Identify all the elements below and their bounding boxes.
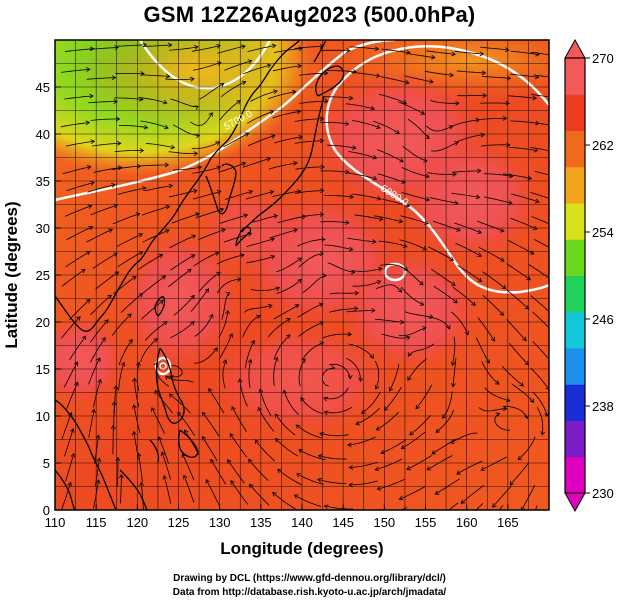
y-tick-label: 35 — [36, 174, 50, 189]
y-tick-label: 5 — [43, 456, 50, 471]
y-tick-label: 25 — [36, 268, 50, 283]
colorbar-tick-label: 262 — [592, 138, 614, 153]
x-tick-label: 165 — [497, 515, 519, 530]
map-title: GSM 12Z26Aug2023 (500.0hPa) — [143, 2, 476, 27]
colorbar-tick-label: 270 — [592, 51, 614, 66]
x-axis-label: Longitude (degrees) — [220, 539, 384, 558]
y-tick-label: 20 — [36, 315, 50, 330]
x-tick-label: 155 — [415, 515, 437, 530]
colorbar-tick-label: 230 — [592, 486, 614, 501]
lat-lon-grid — [55, 40, 549, 510]
x-tick-label: 115 — [86, 515, 107, 530]
y-tick-label: 0 — [43, 503, 50, 518]
credit-data-source: Data from http://database.rish.kyoto-u.a… — [172, 587, 447, 598]
x-tick-label: 130 — [209, 515, 231, 530]
contour-5880 — [325, 45, 549, 294]
y-axis-ticks: 0 5 10 15 20 25 30 35 40 45 — [36, 80, 61, 518]
x-axis-ticks: 110 115 120 125 130 135 140 145 150 155 160 165 — [45, 504, 519, 530]
y-tick-label: 45 — [36, 80, 50, 95]
y-tick-label: 15 — [36, 362, 50, 377]
x-tick-label: 125 — [168, 515, 190, 530]
x-tick-label: 110 — [45, 515, 66, 530]
credit-dcl: Drawing by DCL (https://www.gfd-dennou.o… — [173, 573, 446, 584]
x-tick-label: 160 — [456, 515, 478, 530]
map-field: 5700.0 5880.0 — [55, 40, 549, 510]
x-tick-label: 135 — [250, 515, 272, 530]
colorbar-tick-label: 254 — [592, 225, 614, 240]
x-tick-label: 150 — [373, 515, 395, 530]
x-tick-label: 140 — [291, 515, 313, 530]
y-tick-label: 40 — [36, 127, 50, 142]
colorbar-tick-label: 238 — [592, 399, 614, 414]
colorbar: 270 262 254 246 238 230 — [564, 38, 614, 513]
colorbar-top-arrow — [564, 38, 586, 59]
colorbar-tick-label: 246 — [592, 312, 614, 327]
y-tick-label: 10 — [36, 409, 50, 424]
y-tick-label: 30 — [36, 221, 50, 236]
coastline — [55, 40, 345, 510]
x-tick-label: 145 — [332, 515, 354, 530]
colorbar-bottom-arrow — [564, 492, 586, 513]
contour-ridge — [138, 40, 272, 90]
x-tick-label: 120 — [126, 515, 148, 530]
contour-typhoon-closed-2 — [154, 356, 172, 376]
